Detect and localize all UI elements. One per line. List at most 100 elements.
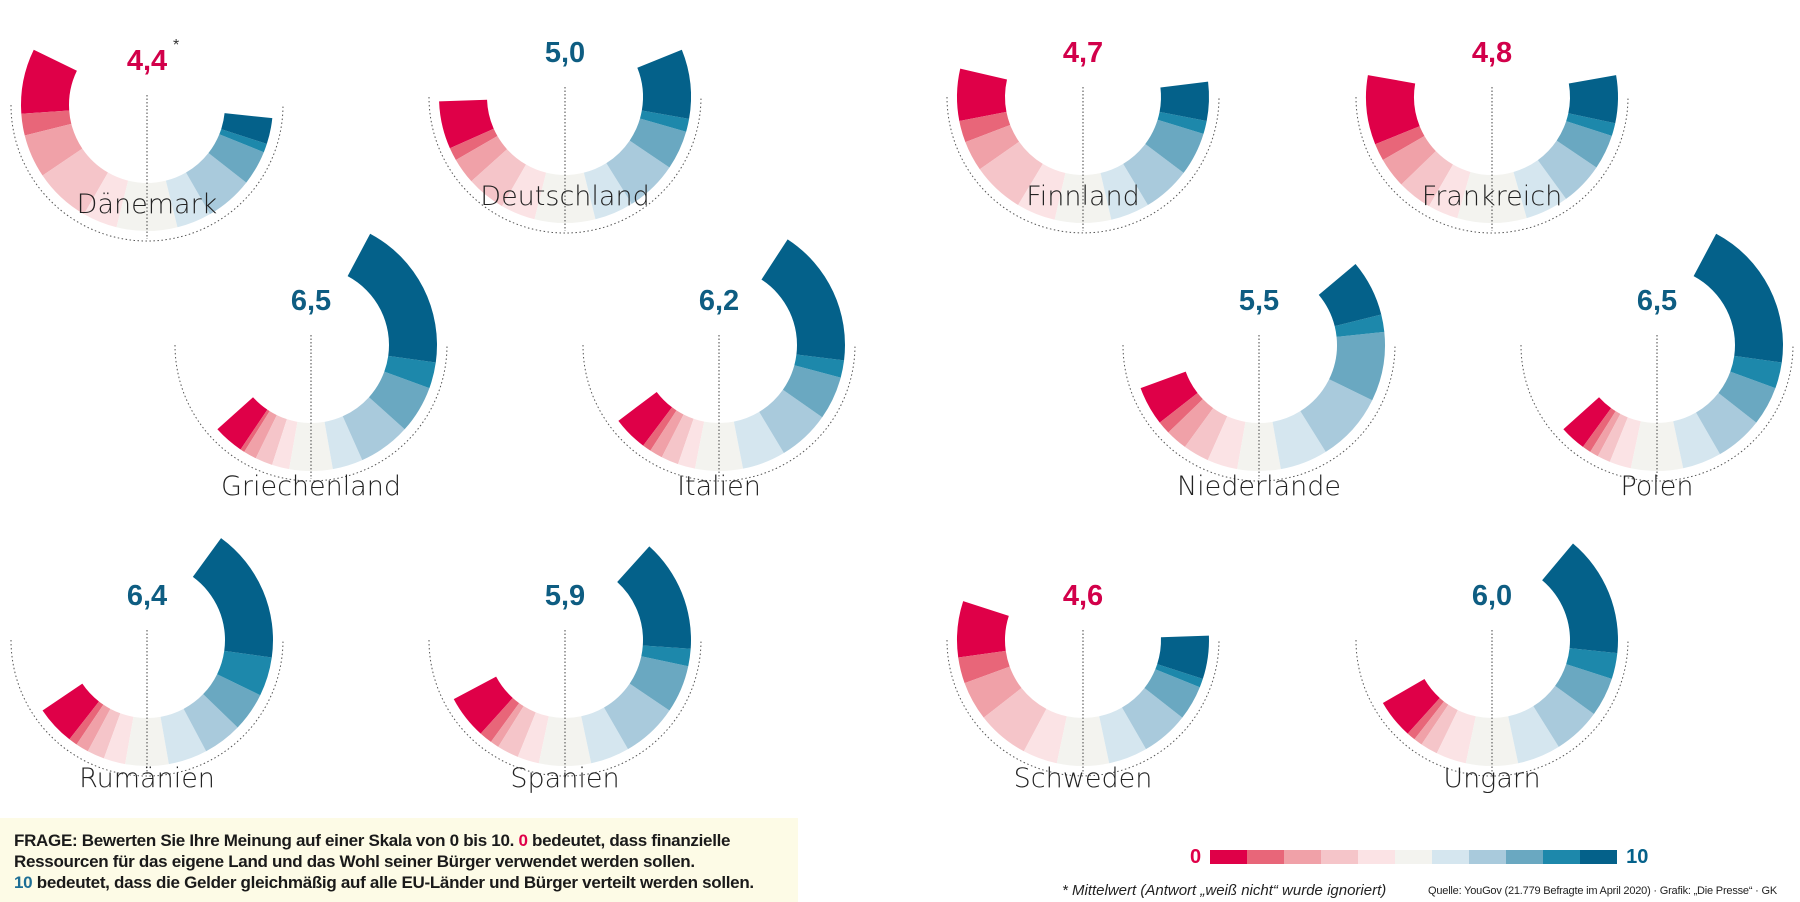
segment-4 <box>1429 164 1471 219</box>
mean-asterisk: * <box>173 37 179 54</box>
segment-7 <box>1537 140 1597 199</box>
question-line2: Ressourcen für das eigene Land und das W… <box>14 852 695 871</box>
segment-5 <box>534 172 596 224</box>
segment-3 <box>87 708 121 759</box>
legend-swatch-1 <box>1247 850 1285 864</box>
country-chart-5: 6,2 Italien <box>582 239 856 502</box>
segment-2 <box>24 123 83 176</box>
country-chart-8: 6,4 Rumänien <box>10 538 284 794</box>
mean-value: 4,8 <box>1472 37 1512 69</box>
mean-value: 5,0 <box>545 37 585 69</box>
segment-10 <box>617 546 691 649</box>
segment-4 <box>502 164 547 220</box>
country-label: Frankreich <box>1422 181 1563 212</box>
segment-3 <box>661 414 694 465</box>
question-ten: 10 <box>14 873 33 892</box>
country-label: Niederlande <box>1177 471 1341 502</box>
guide-arc <box>582 344 856 482</box>
segment-4 <box>1436 710 1476 764</box>
segment-0 <box>957 68 1007 122</box>
segment-4 <box>517 712 549 764</box>
legend-swatch-2 <box>1284 850 1322 864</box>
segment-7 <box>1696 393 1757 455</box>
segment-7 <box>1122 688 1183 750</box>
segment-2 <box>1590 411 1621 457</box>
legend-swatch-5 <box>1395 850 1433 864</box>
segment-10 <box>1157 635 1209 679</box>
segment-3 <box>1421 704 1458 754</box>
segment-0 <box>453 676 513 734</box>
source-credit: Quelle: YouGov (21.779 Befragte im April… <box>1428 885 1777 897</box>
segment-3 <box>1401 151 1453 207</box>
segment-5 <box>1465 716 1519 766</box>
segment-0 <box>618 391 673 446</box>
segment-9 <box>1157 111 1207 134</box>
segment-1 <box>21 110 72 136</box>
segment-4 <box>84 172 129 228</box>
segment-1 <box>449 128 498 160</box>
segment-9 <box>219 129 267 153</box>
segment-8 <box>629 656 689 711</box>
segment-10 <box>1568 75 1618 124</box>
segment-9 <box>1155 664 1203 688</box>
segment-4 <box>272 419 298 470</box>
segment-7 <box>606 140 670 204</box>
segment-8 <box>208 134 264 183</box>
question-line3-rest: bedeutet, dass die Gelder gleichmäßig au… <box>32 873 754 892</box>
segment-2 <box>76 704 111 752</box>
legend-swatch-9 <box>1543 850 1581 864</box>
segment-8 <box>1555 664 1612 715</box>
segment-5 <box>1056 716 1110 766</box>
segment-0 <box>439 99 494 149</box>
country-chart-0: 4,4 * Dänemark <box>10 37 284 242</box>
segment-9 <box>1566 113 1616 136</box>
segment-2 <box>1168 399 1214 447</box>
segment-5 <box>1457 171 1527 224</box>
segment-6 <box>1508 706 1559 764</box>
segment-6 <box>733 411 784 469</box>
segment-7 <box>1300 379 1373 452</box>
color-legend: 0 10 <box>1190 846 1648 868</box>
segment-3 <box>42 148 108 215</box>
segment-2 <box>490 703 524 747</box>
segment-6 <box>1100 163 1148 220</box>
segment-2 <box>1382 136 1436 185</box>
segment-4 <box>1207 416 1246 470</box>
segment-4 <box>103 713 134 765</box>
segment-1 <box>240 409 270 452</box>
segment-0 <box>957 601 1009 658</box>
segment-5 <box>116 180 178 231</box>
country-chart-6: 5,5 Niederlande <box>1122 264 1396 502</box>
segment-9 <box>1566 648 1618 679</box>
segment-10 <box>1318 264 1382 327</box>
segment-8 <box>203 674 261 728</box>
segment-6 <box>1513 160 1567 219</box>
country-chart-2: 4,7 Finnland <box>946 37 1220 234</box>
segment-6 <box>583 163 632 220</box>
country-chart-1: 5,0 Deutschland <box>428 37 702 234</box>
legend-swatch-10 <box>1580 850 1618 864</box>
segment-1 <box>959 111 1011 143</box>
segment-2 <box>1414 701 1449 745</box>
segment-0 <box>42 683 99 740</box>
segment-7 <box>759 389 823 454</box>
segment-9 <box>217 650 272 696</box>
segment-10 <box>1693 233 1783 363</box>
country-label: Rumänien <box>79 763 215 794</box>
legend-swatch-4 <box>1358 850 1396 864</box>
segment-8 <box>1144 669 1200 718</box>
segment-2 <box>455 136 508 182</box>
legend-max-label: 10 <box>1626 845 1649 868</box>
segment-8 <box>1718 371 1776 423</box>
mean-value: 5,5 <box>1239 285 1279 317</box>
segment-9 <box>384 355 436 389</box>
guide-arc <box>428 96 702 234</box>
segment-5 <box>1630 421 1684 472</box>
segment-3 <box>255 415 287 465</box>
segment-7 <box>342 397 405 461</box>
question-text: FRAGE: Bewerten Sie Ihre Meinung auf ein… <box>14 830 794 893</box>
segment-10 <box>1542 543 1619 654</box>
segment-1 <box>1375 126 1425 160</box>
country-label: Schweden <box>1014 763 1153 794</box>
